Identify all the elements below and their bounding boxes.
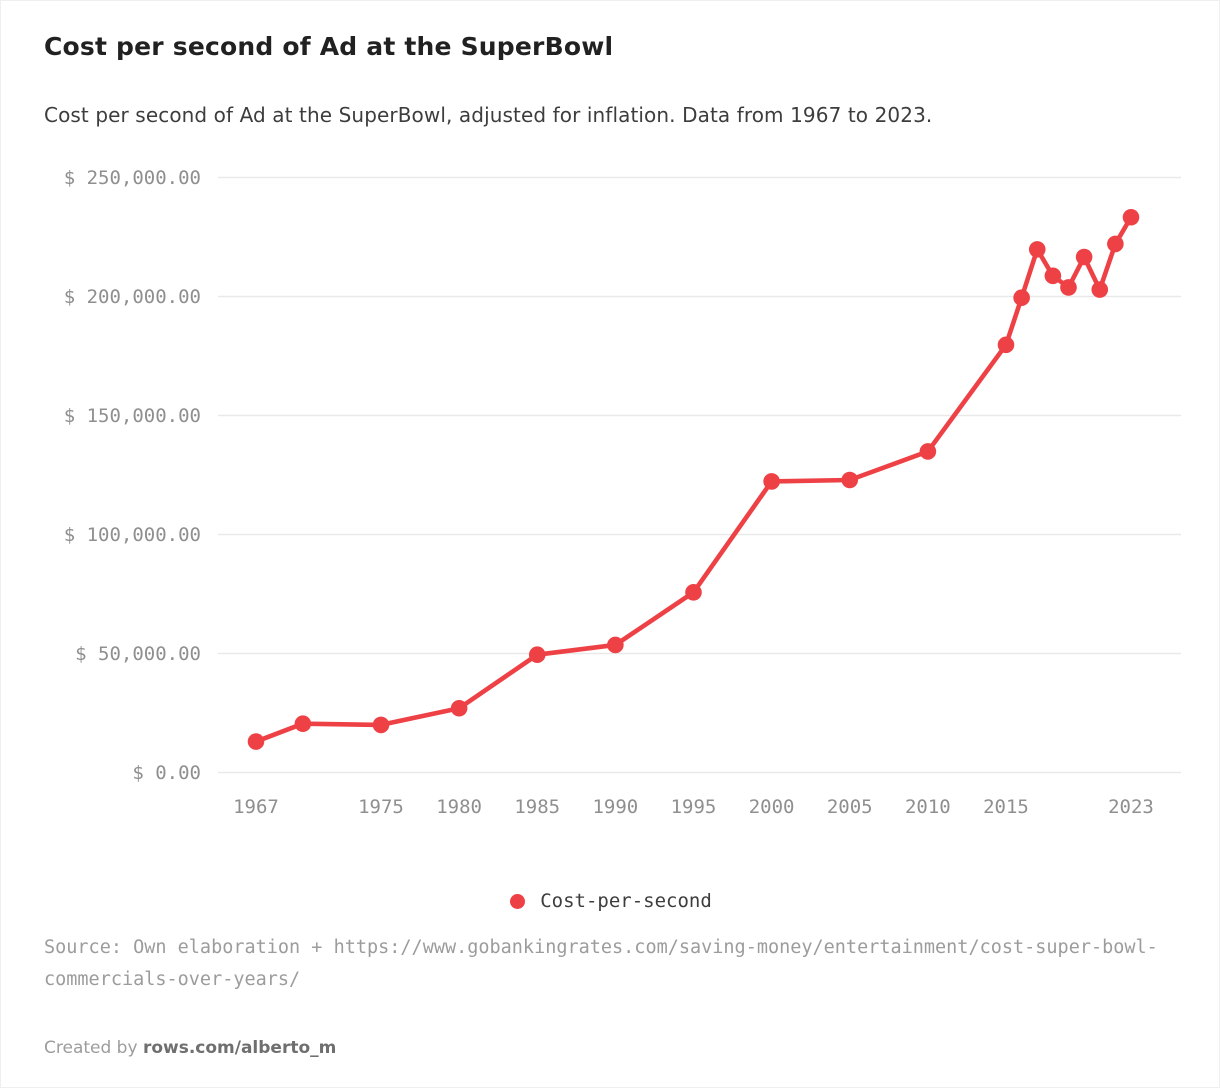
chart-title: Cost per second of Ad at the SuperBowl [44,32,614,61]
legend-marker-dot [510,893,526,909]
source-note: Source: Own elaboration + https://www.go… [44,937,1158,990]
x-tick-label: 2000 [748,796,795,818]
legend: Cost-per-second [1,890,1219,912]
footer-created-by-label: Created by [44,1038,143,1058]
data-point-2022 [1107,235,1124,253]
data-point-1967 [247,733,265,750]
data-point-2023 [1122,208,1140,226]
footer-credit: Created by rows.com/alberto_m [44,1038,336,1058]
footer-profile-link[interactable]: rows.com/alberto_m [142,1038,337,1058]
data-point-1995 [685,584,702,601]
y-tick-label: $ 100,000.00 [63,523,201,546]
data-point-2018 [1044,267,1062,285]
y-tick-label: $ 150,000.00 [63,404,201,427]
x-tick-label: 2023 [1108,796,1154,818]
y-tick-label: $ 50,000.00 [75,642,201,665]
y-tick-label: $ 200,000.00 [63,285,201,308]
data-point-2017 [1028,241,1046,258]
data-point-2019 [1060,279,1077,296]
data-point-1975 [372,716,390,734]
x-tick-label: 1975 [358,796,404,818]
data-point-1990 [607,636,624,654]
data-point-2020 [1075,248,1093,266]
x-tick-label: 1980 [436,796,482,818]
data-point-1985 [528,646,546,663]
x-tick-label: 1995 [670,796,717,818]
x-tick-label: 2010 [904,796,951,818]
data-point-2010 [919,443,937,460]
data-point-1970 [294,715,312,733]
legend-label: Cost-per-second [540,890,712,912]
x-tick-label: 1985 [514,796,561,818]
data-point-2016 [1013,289,1030,306]
data-point-2000 [763,473,780,490]
data-point-1980 [450,699,468,717]
data-point-2005 [841,471,859,489]
x-tick-label: 2015 [983,796,1029,818]
x-tick-label: 2005 [826,796,873,818]
line-chart: $ 250,000.00 $ 200,000.00 $ 150,000.00 $ 10… [1,1,1219,861]
plot-svg [218,176,1181,774]
y-tick-label: $ 250,000.00 [63,166,201,189]
data-point-2021 [1091,281,1109,298]
data-point-2015 [997,336,1015,354]
x-tick-label: 1990 [592,796,639,818]
y-tick-label: $ 0.00 [132,761,201,784]
x-tick-label: 1967 [233,796,279,818]
chart-subtitle: Cost per second of Ad at the SuperBowl, … [44,103,933,127]
